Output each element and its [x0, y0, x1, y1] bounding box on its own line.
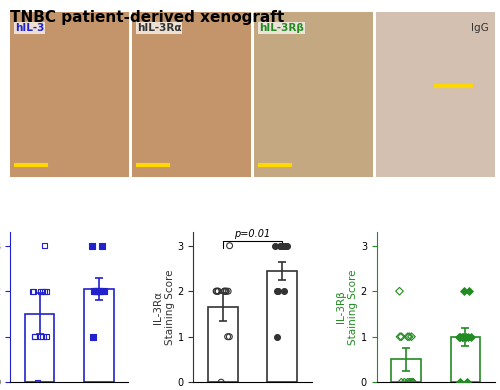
Text: p=0.01: p=0.01	[234, 229, 270, 239]
Point	[276, 243, 284, 249]
Point	[91, 288, 99, 294]
Bar	[268, 271, 297, 382]
Point	[222, 288, 230, 294]
Text: IgG: IgG	[0, 389, 1, 390]
Point	[463, 379, 471, 385]
Point	[272, 333, 280, 340]
Bar	[450, 337, 480, 382]
Point	[272, 243, 280, 249]
Point	[454, 333, 462, 340]
Y-axis label: IL-3Rα
Staining Score: IL-3Rα Staining Score	[153, 269, 174, 345]
Point	[280, 288, 287, 294]
Point	[30, 333, 38, 340]
Point	[40, 243, 48, 249]
Point	[280, 243, 288, 249]
Point	[408, 379, 416, 385]
Point	[220, 288, 228, 294]
Point	[222, 288, 230, 294]
Point	[398, 379, 406, 385]
Point	[96, 288, 104, 294]
Text: hIL-3: hIL-3	[14, 23, 44, 33]
Text: TNBC patient-derived xenograft: TNBC patient-derived xenograft	[10, 10, 284, 25]
Point	[212, 288, 220, 294]
Point	[458, 333, 466, 340]
Point	[405, 333, 413, 340]
Point	[408, 333, 416, 340]
Y-axis label: IL-3Rβ
Staining Score: IL-3Rβ Staining Score	[336, 269, 358, 345]
Point	[30, 333, 38, 340]
Point	[464, 333, 472, 340]
Point	[98, 243, 106, 249]
Point	[456, 379, 464, 385]
Point	[39, 333, 47, 340]
Point	[226, 243, 234, 249]
Point	[456, 333, 464, 340]
Text: hIL-3Rβ: hIL-3Rβ	[259, 23, 304, 33]
Point	[396, 288, 404, 294]
Point	[34, 379, 42, 385]
Point	[464, 288, 472, 294]
Point	[214, 288, 222, 294]
Point	[29, 288, 37, 294]
Point	[224, 333, 232, 340]
Point	[30, 288, 38, 294]
Point	[276, 243, 283, 249]
Point	[42, 288, 50, 294]
Point	[400, 379, 408, 385]
Point	[38, 288, 46, 294]
Bar	[208, 307, 238, 382]
Point	[466, 333, 474, 340]
Point	[100, 288, 108, 294]
Point	[217, 379, 225, 385]
Point	[406, 379, 413, 385]
Point	[282, 243, 290, 249]
Point	[90, 288, 98, 294]
Bar	[392, 360, 421, 382]
Text: hIL-3Rα: hIL-3Rα	[137, 23, 182, 33]
Point	[214, 288, 222, 294]
Point	[407, 379, 415, 385]
Point	[88, 243, 96, 249]
Point	[462, 333, 470, 340]
Point	[212, 288, 220, 294]
Point	[278, 243, 286, 249]
Point	[93, 288, 101, 294]
Point	[96, 288, 104, 294]
Point	[460, 288, 468, 294]
Point	[274, 288, 282, 294]
Point	[42, 333, 50, 340]
Point	[404, 333, 411, 340]
Point	[409, 379, 417, 385]
Point	[226, 333, 234, 340]
Point	[224, 288, 232, 294]
Point	[404, 379, 411, 385]
Point	[92, 288, 100, 294]
Bar	[25, 314, 54, 382]
Point	[220, 288, 228, 294]
Point	[398, 333, 406, 340]
Point	[273, 288, 281, 294]
Bar	[84, 289, 114, 382]
Point	[396, 333, 404, 340]
Point	[97, 288, 105, 294]
Point	[90, 333, 98, 340]
Point	[459, 333, 467, 340]
Point	[37, 333, 45, 340]
Point	[41, 288, 49, 294]
Text: IgG: IgG	[472, 23, 489, 33]
Point	[283, 243, 291, 249]
Point	[37, 288, 45, 294]
